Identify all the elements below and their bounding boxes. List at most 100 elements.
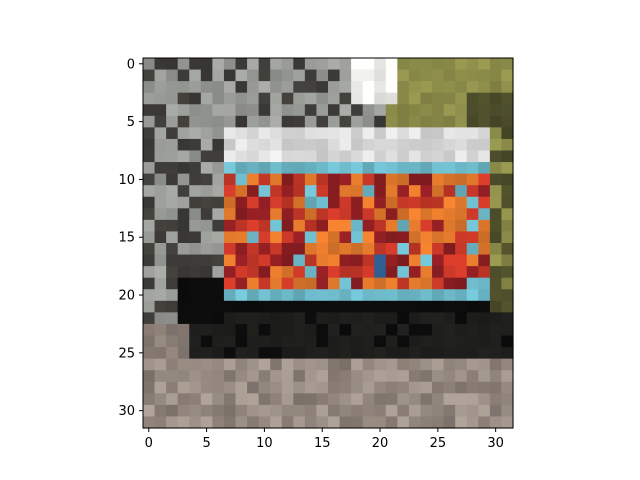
heatmap-cell	[212, 381, 225, 394]
heatmap-cell	[408, 150, 422, 163]
heatmap-cell	[235, 300, 248, 313]
x-tick-label: 0	[145, 436, 153, 451]
heatmap-cell	[258, 254, 271, 267]
heatmap-cell	[223, 381, 237, 394]
heatmap-cell	[304, 127, 318, 140]
heatmap-cell	[455, 138, 468, 152]
heatmap-cell	[466, 231, 479, 244]
heatmap-cell	[420, 138, 433, 152]
heatmap-cell	[177, 208, 190, 221]
heatmap-cell	[339, 58, 352, 71]
heatmap-cell	[143, 266, 156, 279]
heatmap-cell	[489, 358, 503, 371]
heatmap-cell	[489, 323, 503, 337]
heatmap-cell	[489, 162, 503, 175]
heatmap-cell	[443, 266, 456, 279]
heatmap-cell	[374, 173, 387, 186]
heatmap-cell	[270, 370, 283, 383]
heatmap-cell	[432, 381, 445, 394]
heatmap-cell	[478, 162, 491, 175]
heatmap-cell	[177, 58, 190, 71]
heatmap-cell	[304, 323, 318, 337]
heatmap-cell	[443, 150, 456, 163]
heatmap-cell	[501, 323, 514, 337]
heatmap-cell	[339, 138, 352, 152]
heatmap-cell	[432, 185, 445, 198]
heatmap-cell	[432, 127, 445, 140]
heatmap-cell	[443, 185, 456, 198]
heatmap-cell	[501, 277, 514, 290]
heatmap-cell	[328, 69, 341, 82]
heatmap-cell	[385, 196, 398, 209]
heatmap-cell	[385, 150, 398, 163]
heatmap-cell	[408, 300, 422, 313]
heatmap-cell	[339, 173, 352, 186]
heatmap-cell	[316, 185, 329, 198]
heatmap-cell	[281, 347, 294, 360]
heatmap-cell	[304, 208, 318, 221]
heatmap-cell	[374, 289, 387, 302]
heatmap-cell	[362, 254, 375, 267]
heatmap-cell	[304, 81, 318, 94]
heatmap-cell	[304, 162, 318, 175]
heatmap-cell	[408, 115, 422, 128]
heatmap-cell	[212, 219, 225, 233]
heatmap-cell	[293, 347, 306, 360]
heatmap-cell	[212, 254, 225, 267]
heatmap-cell	[374, 393, 387, 406]
heatmap-cell	[223, 104, 237, 117]
heatmap-cell	[316, 254, 329, 267]
heatmap-cell	[420, 289, 433, 302]
heatmap-cell	[177, 358, 190, 371]
heatmap-cell	[270, 231, 283, 244]
heatmap-cell	[223, 219, 237, 233]
heatmap-cell	[455, 254, 468, 267]
heatmap-cell	[154, 115, 167, 128]
heatmap-cell	[443, 173, 456, 186]
heatmap-cell	[478, 219, 491, 233]
heatmap-cell	[177, 381, 190, 394]
heatmap-cell	[166, 81, 179, 94]
heatmap-cell	[374, 404, 387, 418]
heatmap-cell	[362, 243, 375, 256]
heatmap-cell	[420, 208, 433, 221]
x-tick-label: 5	[202, 436, 210, 451]
heatmap-cell	[304, 92, 318, 105]
heatmap-cell	[408, 231, 422, 244]
heatmap-cell	[455, 300, 468, 313]
heatmap-cell	[258, 243, 271, 256]
heatmap-cell	[351, 243, 364, 256]
heatmap-cell	[432, 370, 445, 383]
heatmap-cell	[501, 162, 514, 175]
heatmap-cell	[443, 104, 456, 117]
heatmap-cell	[154, 393, 167, 406]
heatmap-cell	[316, 208, 329, 221]
heatmap-cell	[362, 208, 375, 221]
heatmap-cell	[235, 323, 248, 337]
heatmap-cell	[489, 266, 503, 279]
heatmap-cell	[374, 254, 387, 267]
heatmap-cell	[374, 115, 387, 128]
heatmap-cell	[466, 219, 479, 233]
heatmap-cell	[374, 69, 387, 82]
heatmap-cell	[200, 335, 213, 348]
heatmap-cell	[443, 323, 456, 337]
heatmap-cell	[189, 92, 202, 105]
heatmap-cell	[466, 323, 479, 337]
heatmap-cell	[223, 312, 237, 325]
heatmap-cell	[374, 277, 387, 290]
heatmap-cell	[143, 138, 156, 152]
heatmap-cell	[223, 404, 237, 418]
heatmap-cell	[212, 289, 225, 302]
heatmap-cell	[143, 381, 156, 394]
heatmap-cell	[235, 208, 248, 221]
heatmap-cell	[189, 104, 202, 117]
heatmap-cell	[258, 81, 271, 94]
heatmap-cell	[362, 370, 375, 383]
heatmap-cell	[466, 138, 479, 152]
heatmap-cell	[247, 196, 260, 209]
heatmap-cell	[443, 347, 456, 360]
heatmap-cell	[374, 208, 387, 221]
heatmap-cell	[177, 219, 190, 233]
heatmap-cell	[466, 370, 479, 383]
